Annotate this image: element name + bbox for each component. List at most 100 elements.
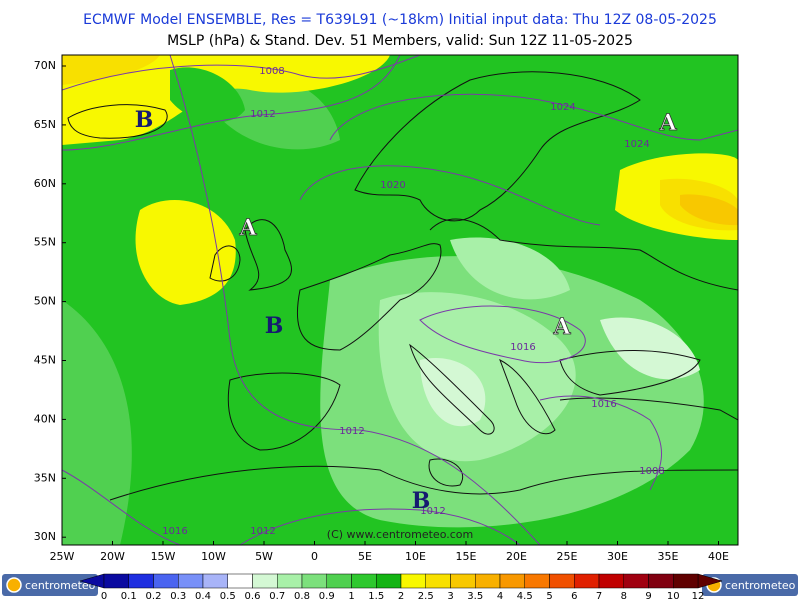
coastline bbox=[429, 218, 738, 291]
legend-swatch bbox=[128, 573, 154, 589]
lon-label: 5E bbox=[358, 550, 372, 563]
high-center: A bbox=[658, 110, 677, 136]
logo-text: centrometeo bbox=[25, 579, 96, 592]
isobar-label: 1012 bbox=[420, 506, 445, 517]
logo-badge bbox=[2, 574, 98, 596]
lat-label: 50N bbox=[34, 295, 56, 308]
legend-label: 7 bbox=[596, 591, 602, 600]
lon-label: 35E bbox=[658, 550, 679, 563]
legend-swatch bbox=[648, 573, 674, 589]
lat-label: 45N bbox=[34, 354, 56, 367]
lat-label: 60N bbox=[34, 177, 56, 190]
coastline bbox=[296, 243, 442, 351]
lon-label: 10W bbox=[201, 550, 226, 563]
legend-swatch bbox=[623, 573, 649, 589]
isobar-label: 1012 bbox=[250, 109, 275, 120]
logo-text: centrometeo bbox=[725, 579, 796, 592]
low-center: B bbox=[135, 107, 154, 133]
isobar-label: 1020 bbox=[380, 180, 405, 191]
lon-label: 40E bbox=[708, 550, 729, 563]
logo-left: centrometeo bbox=[2, 574, 98, 596]
header-subtitle: MSLP (hPa) & Stand. Dev. 51 Members, val… bbox=[167, 33, 633, 49]
high-center: A bbox=[552, 314, 571, 340]
legend-swatch bbox=[425, 573, 451, 589]
copyright: (C) www.centrometeo.com bbox=[327, 528, 473, 541]
coastline bbox=[354, 71, 641, 222]
lat-label: 30N bbox=[34, 530, 56, 543]
isobar-label: 1008 bbox=[259, 66, 284, 77]
legend-label: 3 bbox=[447, 591, 453, 600]
lon-label: 25E bbox=[557, 550, 578, 563]
lon-label: 0 bbox=[311, 550, 318, 563]
field-zone bbox=[62, 55, 160, 85]
coastline bbox=[428, 458, 463, 487]
legend-label: 2.5 bbox=[418, 591, 434, 600]
legend-label: 1.5 bbox=[368, 591, 384, 600]
header-title: ECMWF Model ENSEMBLE, Res = T639L91 (~18… bbox=[83, 12, 717, 28]
legend-swatch bbox=[277, 573, 303, 589]
map-axes: 70N 65N 60N 55N 50N 45N 40N 35N 30N 25W 20W 15W 10W 5… bbox=[34, 59, 729, 563]
legend-label: 4 bbox=[497, 591, 503, 600]
isobar bbox=[329, 93, 738, 141]
lon-label: 5W bbox=[255, 550, 273, 563]
legend-label: 0.7 bbox=[269, 591, 285, 600]
field-zone bbox=[62, 300, 132, 545]
lon-label: 10E bbox=[405, 550, 426, 563]
legend-label: 9 bbox=[645, 591, 651, 600]
isobar-label: 1024 bbox=[624, 139, 649, 150]
legend-swatch bbox=[252, 573, 278, 589]
coastline bbox=[499, 358, 556, 435]
legend-swatch bbox=[351, 573, 377, 589]
lon-label: 30E bbox=[607, 550, 628, 563]
legend-swatch bbox=[400, 573, 426, 589]
lon-label: 25W bbox=[50, 550, 75, 563]
legend-label: 0.3 bbox=[170, 591, 186, 600]
legend-label: 1 bbox=[348, 591, 354, 600]
legend-label: 10 bbox=[667, 591, 680, 600]
legend-label: 0.2 bbox=[146, 591, 162, 600]
isobar bbox=[62, 55, 401, 151]
isobar-label: 1012 bbox=[250, 526, 275, 537]
lon-label: 20E bbox=[506, 550, 527, 563]
coastline bbox=[409, 343, 495, 435]
legend-swatch bbox=[376, 573, 402, 589]
color-legend: 0 0.1 0.2 0.3 0.4 0.5 0.6 0.7 0.8 0.9 1 1.5 2 2.5 3 3.5… bbox=[79, 573, 723, 600]
isobar bbox=[419, 305, 586, 364]
legend-swatch bbox=[549, 573, 575, 589]
field-zone bbox=[420, 358, 486, 427]
legend-label: 4.5 bbox=[517, 591, 533, 600]
isobar-label: 1024 bbox=[550, 102, 575, 113]
legend-label: 12 bbox=[692, 591, 705, 600]
isobar-label: 1016 bbox=[162, 526, 187, 537]
legend-label: 0 bbox=[101, 591, 107, 600]
legend-label: 8 bbox=[621, 591, 627, 600]
isobar bbox=[62, 55, 421, 91]
lon-label: 15W bbox=[151, 550, 176, 563]
lat-label: 40N bbox=[34, 412, 56, 425]
coastline bbox=[109, 465, 738, 501]
field-zone bbox=[600, 317, 700, 380]
isobar-label: 1016 bbox=[510, 342, 535, 353]
coastline bbox=[244, 219, 292, 291]
legend-swatch bbox=[598, 573, 624, 589]
isobar-label: 1016 bbox=[591, 399, 616, 410]
logo-icon bbox=[6, 577, 22, 593]
legend-label: 0.6 bbox=[245, 591, 261, 600]
map-frame bbox=[61, 54, 739, 546]
legend-label: 0.5 bbox=[220, 591, 236, 600]
legend-label: 2 bbox=[398, 591, 404, 600]
low-center: B bbox=[412, 488, 431, 514]
field-zone bbox=[680, 194, 738, 226]
legend-label: 5 bbox=[546, 591, 552, 600]
legend-label: 0.8 bbox=[294, 591, 310, 600]
isobar bbox=[299, 165, 601, 226]
legend-label: 0.4 bbox=[195, 591, 211, 600]
legend-swatch bbox=[673, 573, 699, 589]
legend-swatch bbox=[178, 573, 204, 589]
lat-label: 35N bbox=[34, 471, 56, 484]
field-zone bbox=[170, 67, 245, 123]
isobar bbox=[539, 395, 663, 491]
legend-swatch bbox=[574, 573, 600, 589]
